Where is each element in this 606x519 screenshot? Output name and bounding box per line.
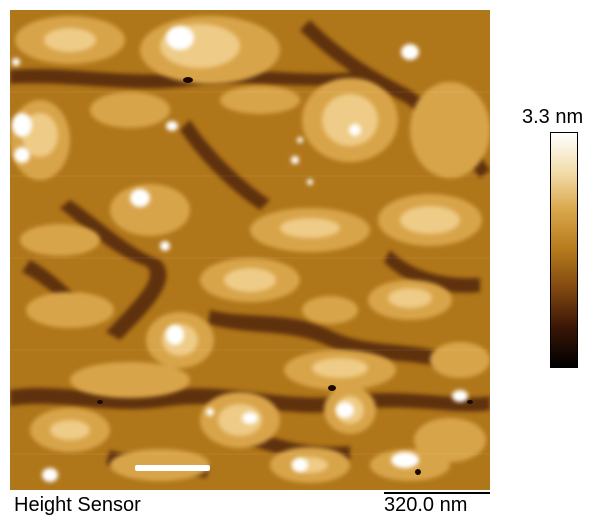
image-caption: Height Sensor bbox=[14, 494, 141, 516]
afm-surface-texture bbox=[10, 10, 490, 490]
height-colorbar bbox=[550, 132, 578, 368]
scan-lines bbox=[10, 91, 490, 455]
scale-label-rule bbox=[384, 492, 490, 494]
afm-height-image bbox=[10, 10, 490, 490]
colorbar-max-label: 3.3 nm bbox=[522, 106, 584, 128]
bright-peaks bbox=[12, 26, 468, 482]
scale-bar bbox=[135, 465, 210, 471]
dark-pits bbox=[97, 77, 473, 475]
scale-bar-label: 320.0 nm bbox=[384, 494, 468, 516]
